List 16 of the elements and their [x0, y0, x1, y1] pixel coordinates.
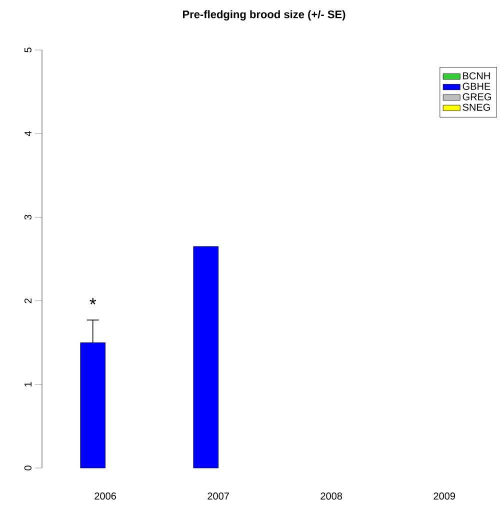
x-tick-label: 2008 [320, 492, 342, 500]
y-tick-label: 5 [24, 48, 32, 52]
chart-title: Pre-fledging brood size (+/- SE) [182, 10, 346, 20]
y-tick-label: 2 [24, 298, 32, 304]
legend-label: SNEG [462, 104, 490, 111]
legend-label: GBHE [462, 82, 490, 90]
x-tick-label: 2007 [208, 492, 229, 500]
y-tick-label: 1 [24, 382, 32, 386]
x-tick-label: 2009 [434, 492, 456, 500]
y-tick-label: 3 [24, 214, 32, 220]
legend-label: BCNH [463, 72, 490, 80]
y-tick-label: 0 [24, 466, 32, 470]
x-tick-label: 2006 [94, 492, 116, 500]
annotation: * [90, 298, 96, 304]
legend-label: GREG [462, 93, 492, 100]
y-tick-label: 4 [24, 131, 32, 136]
